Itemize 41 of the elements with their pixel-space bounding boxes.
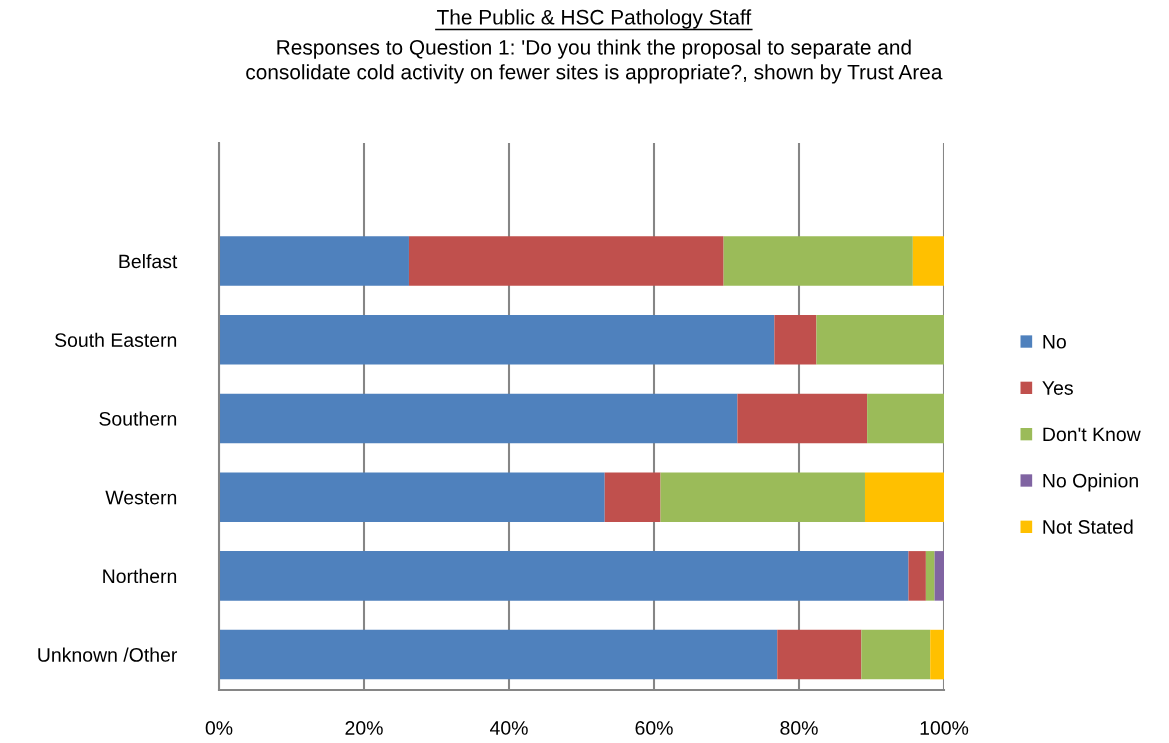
bar	[864, 472, 944, 522]
bar	[219, 236, 409, 286]
legend-label: No	[1043, 335, 1066, 349]
y-tick-label: Belfast	[119, 254, 178, 269]
bar	[219, 629, 778, 680]
bar	[908, 551, 926, 601]
bar	[408, 236, 724, 286]
bar	[723, 236, 913, 286]
y-tick-label: Southern	[99, 411, 177, 426]
x-tick-label: 40%	[489, 721, 528, 735]
y-tick-label: Western	[105, 490, 177, 505]
chart-subtitle: Responses to Question 1: 'Do you think the proposal to separate and consolidate cold activity on fewer sites is appropriate?, shown by Trust Area	[246, 39, 943, 84]
bar	[934, 551, 944, 601]
bar	[930, 629, 944, 680]
bar	[219, 393, 738, 444]
bar	[861, 629, 931, 680]
bar	[774, 314, 817, 365]
legend-label: Not Stated	[1043, 519, 1133, 534]
bar	[867, 393, 944, 444]
y-tick-label: Unknown /Other	[38, 647, 178, 662]
x-tick-label: 60%	[635, 721, 673, 735]
bar	[816, 314, 944, 365]
x-tick-label: 0%	[205, 721, 233, 735]
y-tick-label: South Eastern	[55, 332, 177, 347]
bar	[219, 472, 605, 522]
legend-label: Yes	[1042, 381, 1073, 395]
bar	[219, 551, 909, 601]
bar	[660, 472, 865, 522]
bar	[219, 314, 775, 365]
legend-label: No Opinion	[1043, 473, 1138, 492]
bar	[604, 472, 661, 522]
y-tick-label: Northern	[103, 568, 177, 584]
bar	[912, 236, 944, 286]
bar	[925, 551, 935, 601]
legend-label: Don't Know	[1043, 427, 1141, 442]
x-tick-label: 20%	[345, 721, 383, 735]
bar	[777, 629, 862, 680]
chart-title: The Public & HSC Pathology Staff	[437, 9, 752, 29]
x-tick-label: 80%	[780, 721, 818, 735]
bar	[737, 393, 868, 444]
x-tick-label: 100%	[920, 721, 969, 735]
